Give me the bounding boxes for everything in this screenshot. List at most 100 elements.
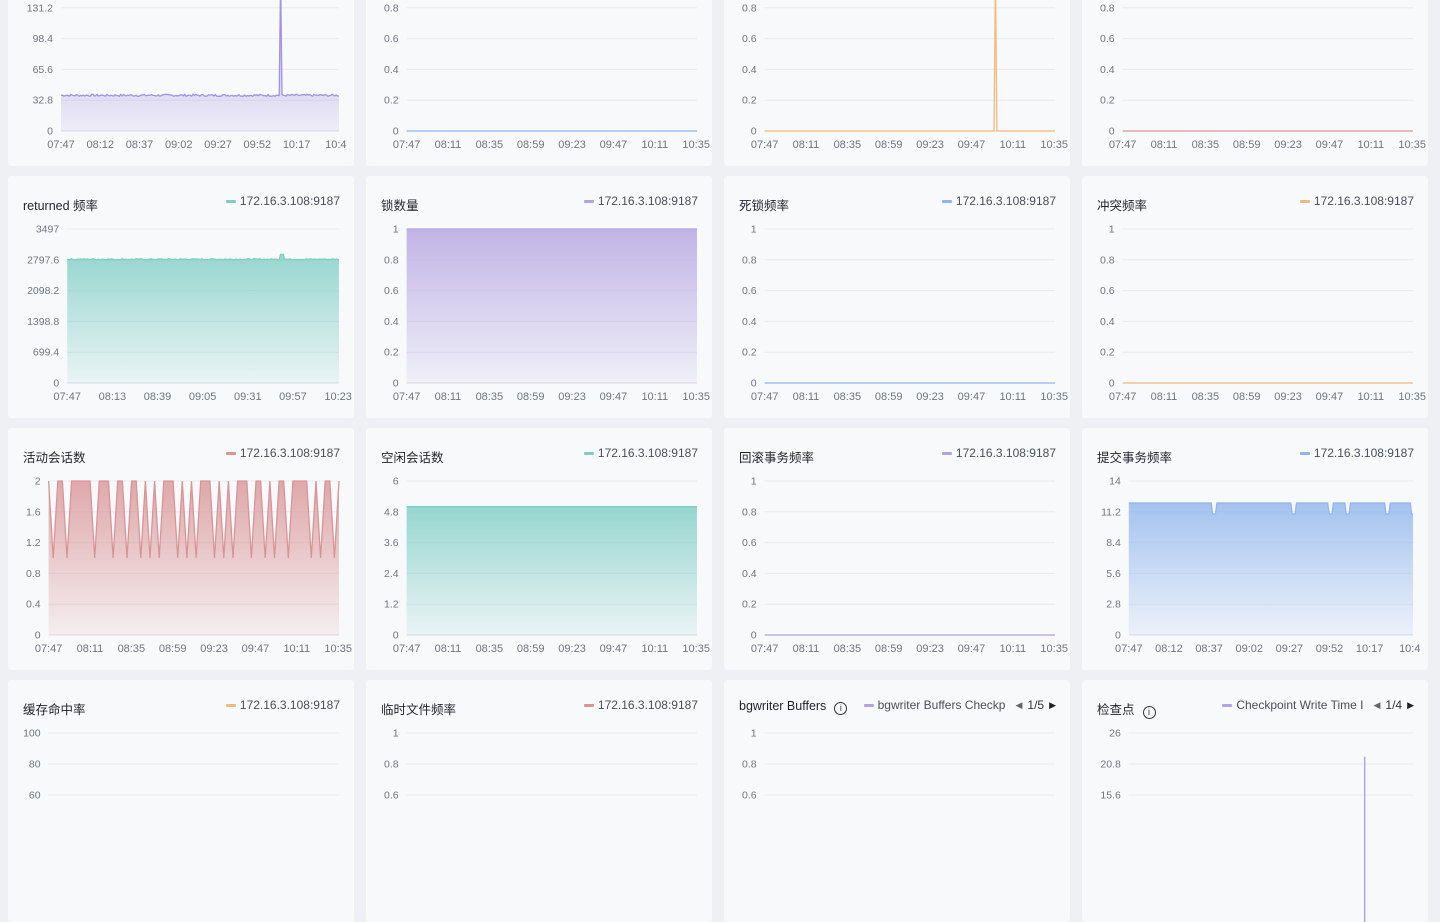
x-tick-label: 10:11 (999, 139, 1026, 151)
legend-item[interactable]: 172.16.3.108:9187 (225, 697, 340, 713)
legend-swatch (1299, 199, 1310, 203)
legend-item[interactable]: 172.16.3.108:9187 (583, 697, 698, 713)
x-tick-label: 10:11 (641, 643, 668, 655)
chart-svg[interactable]: 0 0.2 0.4 0.6 0.8 1 07:47 08:11 08:35 08:59 09:23 0… (366, 176, 712, 418)
legend-item[interactable]: bgwriter Buffers Checkp ◀ 1/5 ▶ (863, 697, 1056, 713)
info-icon[interactable]: i (834, 702, 848, 715)
chart-svg[interactable]: 0 0.2 0.4 0.6 0.8 07:47 08:11 08:35 08:59 09:23 09… (724, 0, 1070, 166)
y-tick-label: 0.2 (384, 95, 399, 107)
x-tick-label: 10:11 (641, 139, 668, 151)
series-line (67, 253, 340, 261)
y-tick-label: 0.6 (1100, 285, 1115, 297)
panel-title-text: 检查点 (1097, 703, 1135, 717)
x-tick-label: 07:47 (1109, 391, 1137, 403)
legend-item[interactable]: 172.16.3.108:9187 (225, 445, 340, 461)
y-tick-label: 0.4 (742, 64, 757, 76)
series-line (60, 0, 340, 98)
x-tick-label: 07:47 (751, 391, 779, 403)
chart-svg[interactable]: 1 0.8 0.6 (366, 680, 712, 922)
x-tick-label: 08:35 (476, 643, 504, 655)
x-tick-label: 09:27 (204, 139, 232, 151)
x-tick-label: 10:35 (682, 391, 710, 403)
panel-title-text: 回滚事务频率 (739, 451, 815, 465)
y-tick-label: 1398.8 (27, 316, 59, 328)
series-area (67, 254, 339, 383)
x-tick-label: 08:11 (435, 139, 462, 151)
y-tick-label: 8.4 (1106, 537, 1121, 549)
panel-title: 临时文件频率 (381, 699, 456, 718)
next-page-icon[interactable]: ▶ (1049, 699, 1056, 710)
y-tick-label: 26 (1109, 728, 1121, 740)
y-tick-label: 1.6 (26, 506, 41, 518)
chart-svg[interactable]: 0 0.2 0.4 0.6 0.8 1 07:47 08:11 08:35 08:59 09:23 0… (724, 176, 1070, 418)
chart-panel: 0 0.2 0.4 0.6 0.8 07:47 08:11 08:35 08:59 09:23 09… (724, 0, 1070, 166)
y-tick-label: 0.6 (742, 285, 757, 297)
chart-svg[interactable]: 0 0.2 0.4 0.6 0.8 07:47 08:11 08:35 08:59 09:23 09… (1082, 0, 1428, 166)
y-tick-label: 3.6 (384, 537, 399, 549)
x-tick-label: 10:17 (283, 139, 311, 151)
chart-panel: 空闲会话数 172.16.3.108:9187 0 1.2 2.4 3.6 4.8 6 07:4… (366, 428, 712, 670)
panel-title-text: bgwriter Buffers (739, 699, 827, 713)
chart-svg[interactable]: 0 699.4 1398.8 2098.2 2797.6 3497 07:47 08:13 08… (8, 176, 354, 418)
y-tick-label: 60 (29, 790, 41, 802)
y-tick-label: 2.4 (384, 568, 399, 580)
legend-item[interactable]: 172.16.3.108:9187 (583, 445, 698, 461)
legend-swatch (941, 451, 952, 455)
y-tick-label: 0.8 (384, 2, 399, 14)
x-tick-label: 10:11 (999, 391, 1026, 403)
chart-svg[interactable]: 26 20.8 15.6 (1082, 680, 1428, 922)
x-tick-label: 10:4 (325, 139, 346, 151)
series-area (61, 0, 339, 131)
legend-item[interactable]: 172.16.3.108:9187 (583, 193, 698, 209)
y-tick-label: 0.6 (742, 790, 757, 802)
legend-swatch (225, 703, 236, 707)
series-area (48, 481, 339, 635)
x-tick-label: 07:47 (751, 139, 779, 151)
x-tick-label: 07:47 (393, 139, 421, 151)
y-tick-label: 0.4 (1100, 64, 1115, 76)
y-tick-label: 1.2 (384, 599, 399, 611)
y-tick-label: 0 (1109, 378, 1115, 390)
y-tick-label: 0.2 (1100, 347, 1115, 359)
panel-title: returned 频率 (23, 195, 98, 214)
x-tick-label: 08:59 (1233, 139, 1261, 151)
legend-label: 172.16.3.108:9187 (597, 698, 698, 712)
legend-item[interactable]: Checkpoint Write Time I ◀ 1/4 ▶ (1222, 697, 1414, 713)
legend-label: 172.16.3.108:9187 (955, 446, 1056, 460)
chart-svg[interactable]: 100 80 60 (8, 680, 354, 922)
x-tick-label: 08:35 (834, 643, 862, 655)
legend-item[interactable]: 172.16.3.108:9187 (225, 193, 340, 209)
x-tick-label: 09:23 (1274, 139, 1302, 151)
legend-swatch (863, 703, 874, 707)
chart-svg[interactable]: 0 0.2 0.4 0.6 0.8 1 07:47 08:11 08:35 08:59 09:23 0… (724, 428, 1070, 670)
chart-svg[interactable]: 1 0.8 0.6 (724, 680, 1070, 922)
legend-item[interactable]: 172.16.3.108:9187 (941, 193, 1056, 209)
prev-page-icon[interactable]: ◀ (1015, 699, 1023, 710)
chart-svg[interactable]: 0 2.8 5.6 8.4 11.2 14 07:47 08:12 08:37 09:02 09:2… (1082, 428, 1428, 670)
x-tick-label: 09:27 (1276, 643, 1304, 655)
legend-label: 172.16.3.108:9187 (239, 446, 340, 460)
x-tick-label: 10:35 (682, 139, 710, 151)
x-tick-label: 10:11 (999, 643, 1026, 655)
chart-svg[interactable]: 0 32.8 65.6 98.4 131.2 07:47 08:12 08:37 09:02 09… (8, 0, 354, 166)
legend-label: bgwriter Buffers Checkp (877, 698, 1006, 712)
legend-item[interactable]: 172.16.3.108:9187 (941, 445, 1056, 461)
x-tick-label: 08:12 (86, 139, 114, 151)
y-tick-label: 0.4 (742, 568, 757, 580)
chart-svg[interactable]: 0 0.2 0.4 0.6 0.8 07:47 08:11 08:35 08:59 09:23 09… (366, 0, 712, 166)
y-tick-label: 0 (751, 378, 757, 390)
chart-svg[interactable]: 0 0.2 0.4 0.6 0.8 1 07:47 08:11 08:35 08:59 09:23 0… (1082, 176, 1428, 418)
y-tick-label: 0.8 (1100, 2, 1115, 14)
prev-page-icon[interactable]: ◀ (1373, 699, 1381, 710)
y-tick-label: 2 (35, 476, 41, 488)
x-tick-label: 09:23 (916, 643, 944, 655)
x-tick-label: 09:47 (1316, 139, 1344, 151)
y-tick-label: 0.8 (26, 568, 41, 580)
chart-svg[interactable]: 0 1.2 2.4 3.6 4.8 6 07:47 08:11 08:35 08:59 09:23 0… (366, 428, 712, 670)
info-icon[interactable]: i (1142, 706, 1156, 719)
legend-item[interactable]: 172.16.3.108:9187 (1299, 445, 1414, 461)
legend-item[interactable]: 172.16.3.108:9187 (1299, 193, 1414, 209)
chart-panel: 0 32.8 65.6 98.4 131.2 07:47 08:12 08:37 09:02 09… (8, 0, 354, 166)
next-page-icon[interactable]: ▶ (1407, 699, 1414, 710)
chart-svg[interactable]: 0 0.4 0.8 1.2 1.6 2 07:47 08:11 08:35 08:59 09:23 0… (8, 428, 354, 670)
